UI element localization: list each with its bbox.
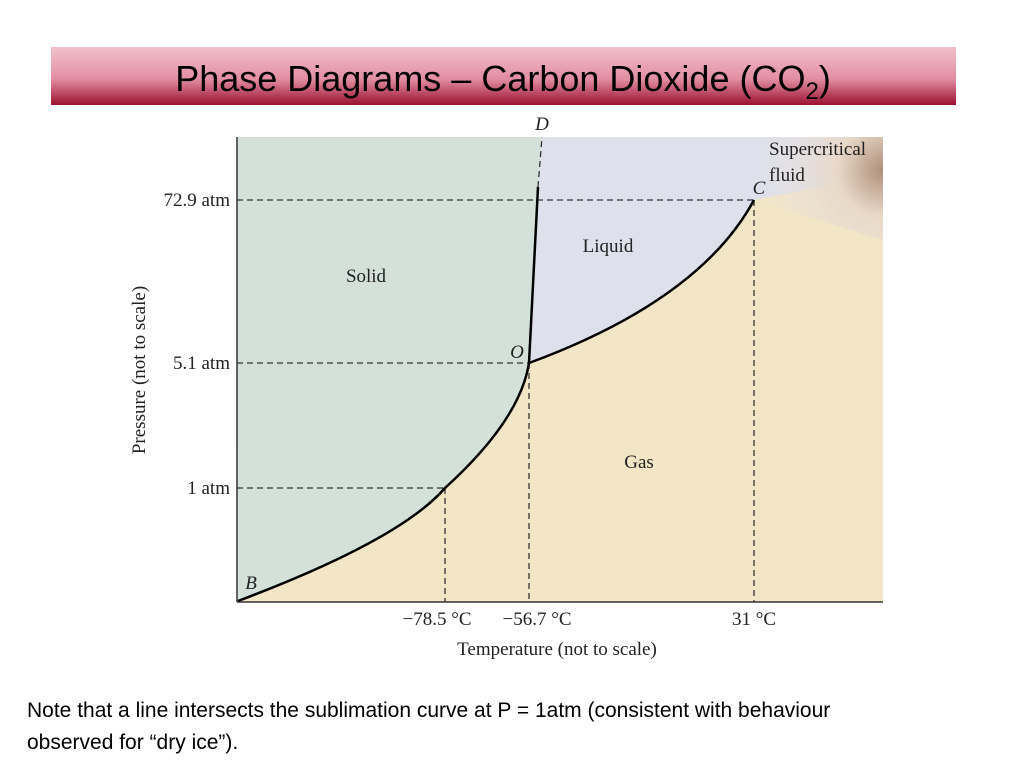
- pressure-label: 1 atm: [187, 478, 230, 499]
- axes: [236, 137, 883, 603]
- region-label: Supercritical: [769, 139, 866, 160]
- point-label: D: [534, 114, 549, 135]
- guide-lines: [237, 136, 755, 602]
- title-bar: [51, 47, 956, 105]
- region-label: Gas: [624, 452, 654, 473]
- temperature-label: −78.5 °C: [403, 609, 472, 630]
- liquid-region: [529, 137, 883, 363]
- pressure-label: 72.9 atm: [164, 190, 231, 211]
- point-label: C: [753, 178, 766, 199]
- y-axis-label: Pressure (not to scale): [129, 286, 150, 454]
- x-axis-label: Temperature (not to scale): [457, 639, 657, 660]
- solid-region: [237, 137, 542, 601]
- point-label: O: [510, 342, 524, 363]
- note-text: Note that a line intersects the sublimat…: [27, 699, 831, 754]
- slide-graphics: Phase Diagrams – Carbon Dioxide (CO2) So…: [51, 47, 956, 660]
- region-label: Liquid: [583, 236, 634, 257]
- region-label: fluid: [769, 165, 805, 186]
- temperature-label: −56.7 °C: [503, 609, 572, 630]
- supercritical-region: [754, 137, 883, 240]
- pressure-label: 5.1 atm: [173, 353, 230, 374]
- phase-boundaries: [237, 186, 756, 603]
- title: Phase Diagrams – Carbon Dioxide (CO2): [175, 58, 831, 105]
- temperature-label: 31 °C: [732, 609, 776, 630]
- region-label: Solid: [346, 266, 387, 287]
- point-label: B: [245, 573, 257, 594]
